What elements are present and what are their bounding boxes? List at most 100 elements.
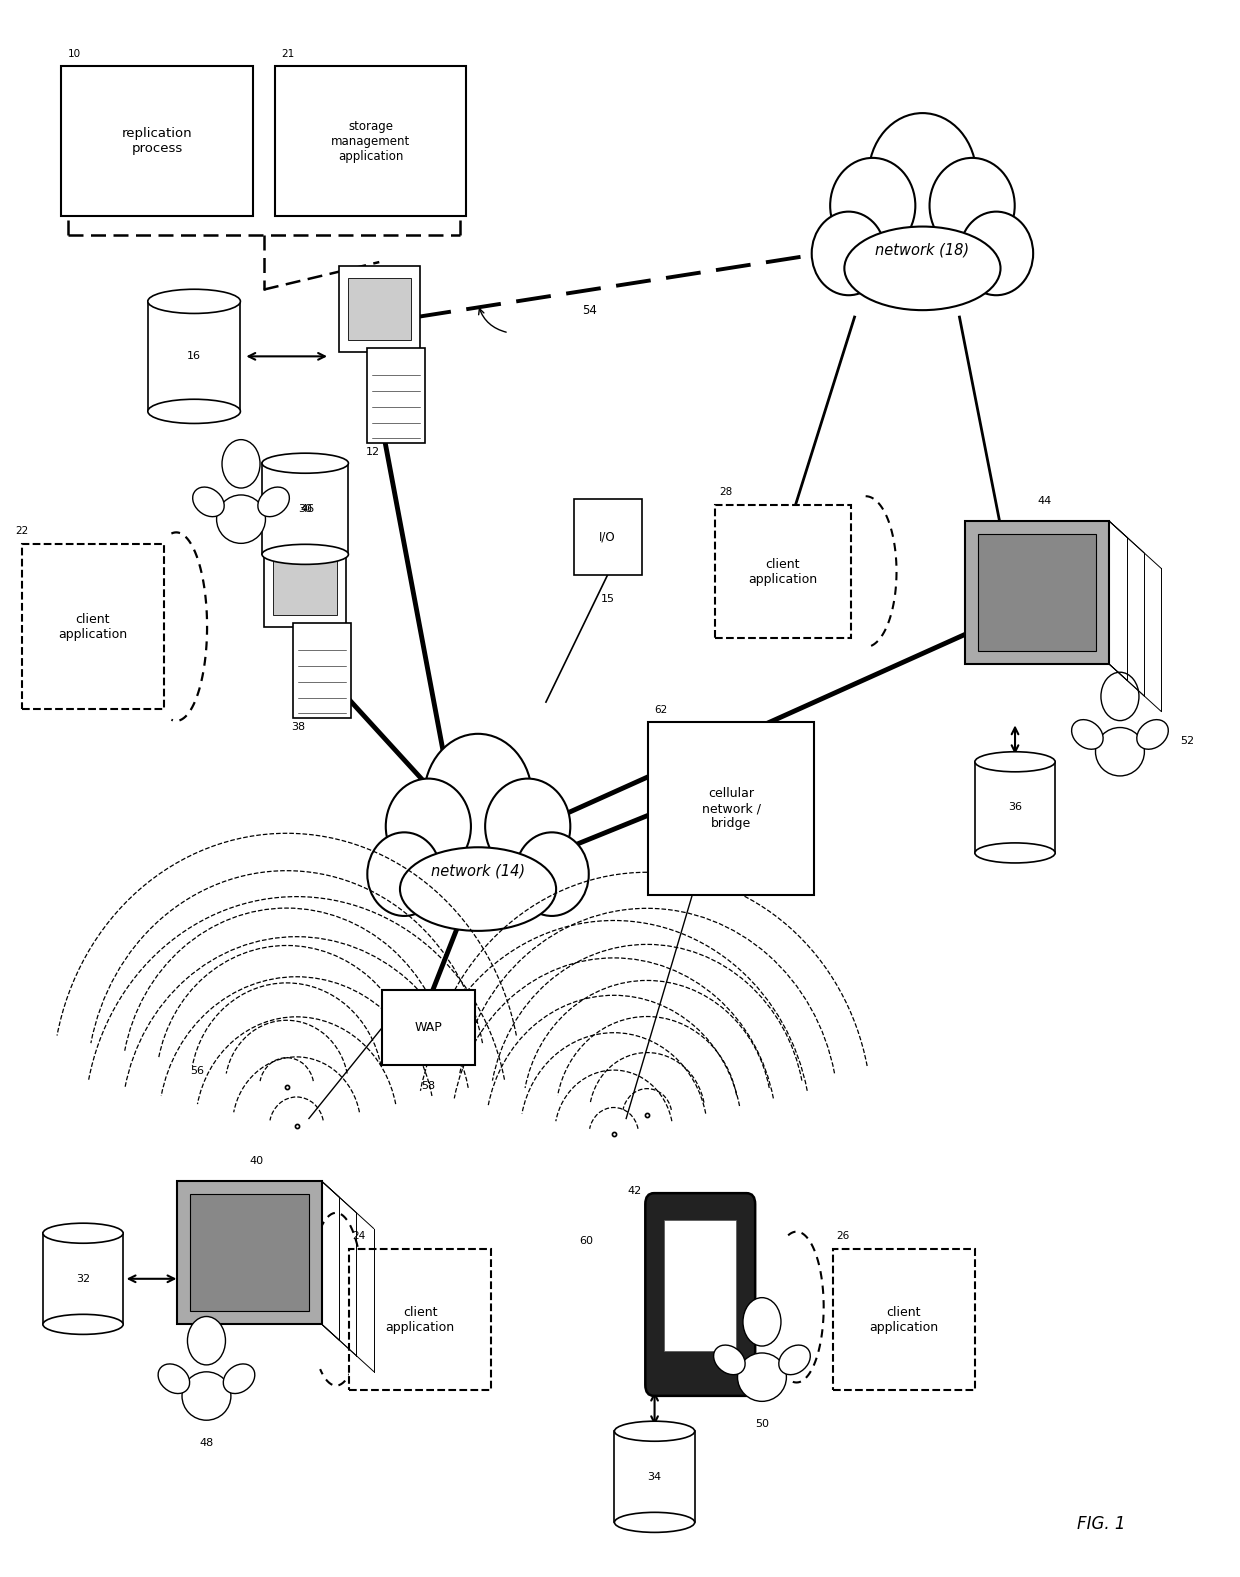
- Text: WAP: WAP: [415, 1020, 443, 1035]
- Bar: [665, 1221, 737, 1350]
- Bar: [647, 722, 815, 896]
- Bar: [274, 552, 337, 615]
- Text: 22: 22: [16, 527, 29, 536]
- FancyBboxPatch shape: [645, 1194, 755, 1396]
- Ellipse shape: [424, 733, 532, 859]
- Bar: [264, 541, 346, 628]
- Text: 62: 62: [653, 705, 667, 714]
- Ellipse shape: [192, 487, 224, 517]
- Text: client
application: client application: [749, 558, 817, 585]
- Text: 46: 46: [301, 503, 315, 514]
- Ellipse shape: [812, 211, 885, 295]
- Text: network (18): network (18): [875, 243, 970, 259]
- Bar: [275, 66, 466, 216]
- Bar: [347, 278, 410, 341]
- Ellipse shape: [738, 1353, 786, 1402]
- Text: client
application: client application: [869, 1306, 939, 1334]
- Bar: [615, 1432, 694, 1522]
- Text: 36: 36: [1008, 803, 1022, 812]
- Text: 60: 60: [579, 1236, 593, 1246]
- Ellipse shape: [844, 227, 1001, 311]
- Bar: [62, 66, 253, 216]
- Text: 56: 56: [190, 1066, 205, 1077]
- Circle shape: [1101, 672, 1140, 721]
- Ellipse shape: [262, 544, 348, 565]
- Ellipse shape: [779, 1345, 810, 1375]
- Text: 30: 30: [298, 503, 312, 514]
- Ellipse shape: [975, 842, 1055, 863]
- Bar: [382, 990, 475, 1064]
- Text: 10: 10: [68, 49, 81, 58]
- Text: 15: 15: [600, 593, 615, 604]
- Ellipse shape: [515, 833, 589, 916]
- Ellipse shape: [960, 211, 1033, 295]
- Bar: [191, 1194, 309, 1312]
- Bar: [715, 505, 851, 639]
- Ellipse shape: [258, 487, 289, 517]
- Ellipse shape: [975, 752, 1055, 771]
- Ellipse shape: [615, 1421, 694, 1441]
- Bar: [148, 301, 241, 412]
- Bar: [262, 464, 348, 555]
- Text: 48: 48: [200, 1438, 213, 1448]
- Ellipse shape: [1071, 719, 1104, 749]
- Ellipse shape: [148, 399, 241, 424]
- Bar: [339, 265, 420, 352]
- Ellipse shape: [223, 1364, 254, 1394]
- Bar: [348, 1249, 491, 1391]
- Text: 38: 38: [291, 722, 305, 732]
- Text: 42: 42: [627, 1186, 641, 1197]
- Ellipse shape: [43, 1314, 123, 1334]
- Text: client
application: client application: [58, 612, 128, 640]
- Ellipse shape: [262, 453, 348, 473]
- Ellipse shape: [401, 847, 556, 930]
- Bar: [978, 535, 1096, 651]
- Text: 32: 32: [76, 1274, 91, 1284]
- Ellipse shape: [217, 495, 265, 544]
- Ellipse shape: [830, 158, 915, 254]
- Ellipse shape: [485, 779, 570, 874]
- Text: I/O: I/O: [599, 530, 616, 544]
- Text: 12: 12: [366, 448, 379, 457]
- Text: 44: 44: [1037, 495, 1052, 506]
- Bar: [975, 762, 1055, 853]
- Ellipse shape: [159, 1364, 190, 1394]
- Ellipse shape: [1137, 719, 1168, 749]
- Text: 28: 28: [719, 487, 732, 497]
- Ellipse shape: [367, 833, 441, 916]
- Bar: [177, 1181, 322, 1325]
- Text: 54: 54: [582, 304, 596, 317]
- Text: 24: 24: [352, 1232, 366, 1241]
- Bar: [367, 347, 425, 443]
- Text: network (14): network (14): [432, 864, 525, 878]
- Text: 52: 52: [1179, 736, 1194, 746]
- Circle shape: [187, 1317, 226, 1366]
- Text: 40: 40: [249, 1156, 264, 1165]
- Ellipse shape: [148, 289, 241, 314]
- Ellipse shape: [868, 114, 976, 238]
- Text: 34: 34: [647, 1471, 662, 1482]
- Text: storage
management
application: storage management application: [331, 120, 410, 162]
- Bar: [294, 623, 351, 718]
- Text: 50: 50: [755, 1419, 769, 1429]
- Ellipse shape: [182, 1372, 231, 1421]
- Text: replication
process: replication process: [122, 128, 192, 155]
- Bar: [574, 500, 641, 574]
- Ellipse shape: [386, 779, 471, 874]
- Bar: [965, 522, 1110, 664]
- Circle shape: [743, 1298, 781, 1347]
- Ellipse shape: [930, 158, 1014, 254]
- Ellipse shape: [43, 1224, 123, 1243]
- Text: cellular
network /
bridge: cellular network / bridge: [702, 787, 760, 831]
- Text: client
application: client application: [386, 1306, 455, 1334]
- Ellipse shape: [1095, 727, 1145, 776]
- Ellipse shape: [713, 1345, 745, 1375]
- Bar: [43, 1233, 123, 1325]
- Circle shape: [222, 440, 260, 487]
- Text: FIG. 1: FIG. 1: [1078, 1515, 1126, 1533]
- Ellipse shape: [615, 1512, 694, 1533]
- Text: 26: 26: [837, 1232, 849, 1241]
- Text: 16: 16: [187, 352, 201, 361]
- Text: 21: 21: [281, 49, 294, 58]
- Text: 58: 58: [422, 1080, 435, 1091]
